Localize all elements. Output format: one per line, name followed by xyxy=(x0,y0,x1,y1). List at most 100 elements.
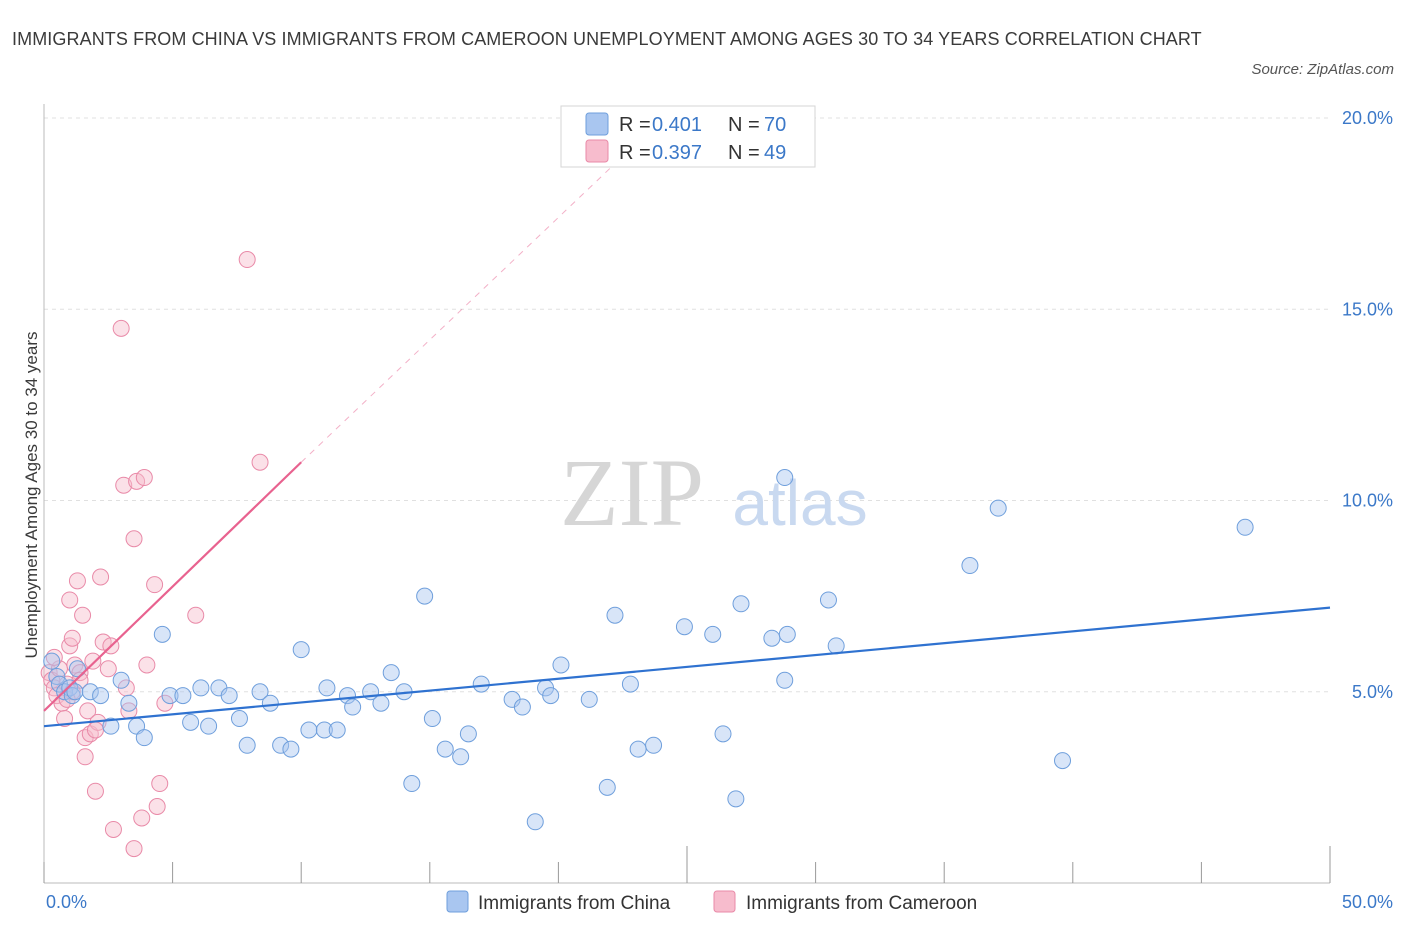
cameroon-point xyxy=(138,656,156,674)
china-point xyxy=(315,721,333,739)
china-point xyxy=(174,687,192,705)
china-point xyxy=(776,469,794,487)
grid xyxy=(44,117,1330,693)
cameroon-point xyxy=(63,629,81,647)
cameroon-point xyxy=(125,530,143,548)
cameroon-point xyxy=(128,472,146,490)
china-point xyxy=(81,683,99,701)
cameroon-point xyxy=(251,453,269,471)
cameroon-point xyxy=(94,633,112,651)
china-point xyxy=(1054,752,1072,770)
china-point xyxy=(961,557,979,575)
china-point xyxy=(552,656,570,674)
axes xyxy=(43,104,1331,884)
china-point xyxy=(989,499,1007,517)
y-tick-label: 10.0% xyxy=(1342,491,1393,511)
china-point xyxy=(261,694,279,712)
china-point xyxy=(452,748,470,766)
series-legend: Immigrants from China Immigrants from Ca… xyxy=(446,890,977,914)
cameroon-point xyxy=(187,606,205,624)
china-point xyxy=(251,683,269,701)
cameroon-series xyxy=(40,251,269,858)
china-point xyxy=(92,687,110,705)
cameroon-point xyxy=(86,782,104,800)
china-point xyxy=(220,687,238,705)
china-point xyxy=(272,736,290,754)
watermark-zip: ZIP xyxy=(560,439,704,546)
china-point xyxy=(403,775,421,793)
cameroon-point xyxy=(135,469,153,487)
y-tick-label: 20.0% xyxy=(1342,108,1393,128)
china-point xyxy=(416,587,434,605)
china-point xyxy=(436,740,454,758)
china-point xyxy=(423,710,441,728)
cameroon-n-value: 49 xyxy=(764,142,786,164)
cameroon-point xyxy=(74,606,92,624)
china-r-value: 0.401 xyxy=(652,114,702,136)
cameroon-point xyxy=(99,660,117,678)
cameroon-point xyxy=(146,576,164,594)
chart-title: IMMIGRANTS FROM CHINA VS IMMIGRANTS FROM… xyxy=(12,29,1202,49)
cameroon-r-label: R = xyxy=(619,142,651,164)
china-point xyxy=(1236,518,1254,536)
x-tick-label: 0.0% xyxy=(46,892,87,912)
china-point xyxy=(513,698,531,716)
watermark-atlas: atlas xyxy=(732,467,867,539)
cameroon-point xyxy=(68,572,86,590)
china-trend-line xyxy=(43,606,1331,728)
cameroon-n-label: N = xyxy=(728,142,760,164)
china-point xyxy=(645,736,663,754)
y-axis-label: Unemployment Among Ages 30 to 34 years xyxy=(22,332,41,659)
china-point xyxy=(43,652,61,670)
china-point xyxy=(382,664,400,682)
china-point xyxy=(292,641,310,659)
cameroon-point xyxy=(112,319,130,337)
china-point xyxy=(68,660,86,678)
china-n-label: N = xyxy=(728,114,760,136)
cameroon-point xyxy=(148,798,166,815)
china-point xyxy=(778,625,796,643)
china-point xyxy=(344,698,362,716)
china-point xyxy=(621,675,639,693)
cameroon-point xyxy=(104,820,122,838)
trend-lines xyxy=(43,155,1331,728)
china-point xyxy=(372,694,390,712)
china-point xyxy=(459,725,477,743)
y-tick-label: 15.0% xyxy=(1342,299,1393,319)
china-point xyxy=(776,671,794,689)
cameroon-point xyxy=(115,476,133,494)
china-point xyxy=(819,591,837,609)
tick-labels: 5.0% 10.0% 15.0% 20.0% 0.0% 50.0% xyxy=(46,108,1393,912)
china-swatch xyxy=(585,112,609,136)
stats-legend: R = 0.401 N = 70 R = 0.397 N = 49 xyxy=(560,105,816,168)
china-point xyxy=(300,721,318,739)
cameroon-point xyxy=(133,809,151,827)
cameroon-point xyxy=(151,775,169,793)
cameroon-swatch xyxy=(585,139,609,163)
legend-china-swatch xyxy=(446,890,469,913)
china-point xyxy=(629,740,647,758)
china-point xyxy=(282,740,300,758)
china-point xyxy=(192,679,210,697)
china-point xyxy=(732,595,750,613)
cameroon-point xyxy=(92,568,110,586)
china-point xyxy=(112,671,130,689)
china-n-value: 70 xyxy=(764,114,786,136)
china-point xyxy=(580,690,598,708)
china-point xyxy=(526,813,544,831)
china-point xyxy=(542,687,560,705)
cameroon-point xyxy=(61,591,79,609)
china-point xyxy=(763,629,781,647)
cameroon-point xyxy=(84,652,102,670)
china-point xyxy=(238,736,256,754)
watermark: ZIP atlas xyxy=(560,439,868,546)
china-point xyxy=(827,637,845,655)
cameroon-r-value: 0.397 xyxy=(652,142,702,164)
y-tick-label: 5.0% xyxy=(1352,682,1393,702)
china-point xyxy=(704,625,722,643)
legend-china-label: Immigrants from China xyxy=(478,893,671,914)
china-series xyxy=(43,469,1254,831)
china-point xyxy=(120,694,138,712)
x-tick-label: 50.0% xyxy=(1342,892,1393,912)
